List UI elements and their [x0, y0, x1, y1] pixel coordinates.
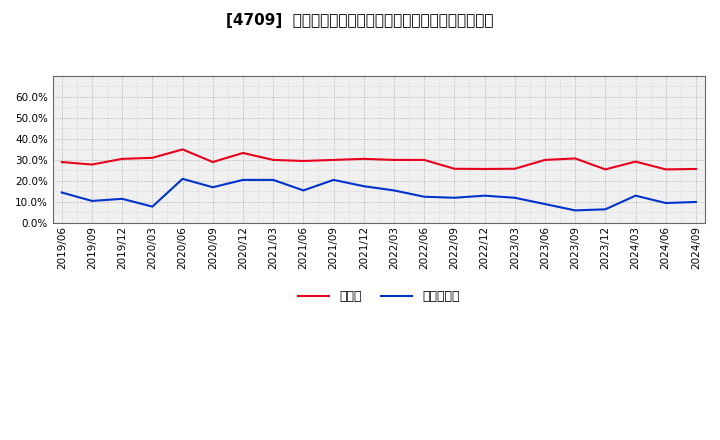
有利子負債 [662, 200, 670, 205]
有利子負債 [571, 208, 580, 213]
有利子負債 [510, 195, 519, 200]
現頂金 [88, 162, 96, 167]
Legend: 現頂金, 有利子負債: 現頂金, 有利子負債 [293, 285, 464, 308]
有利子負債 [269, 177, 277, 183]
現頂金 [601, 167, 610, 172]
有利子負債 [209, 185, 217, 190]
現頂金 [571, 156, 580, 161]
現頂金 [662, 167, 670, 172]
現頂金 [359, 156, 368, 161]
現頂金 [541, 157, 549, 162]
現頂金 [209, 159, 217, 165]
有利子負債 [148, 204, 157, 209]
有利子負債 [58, 190, 66, 195]
現頂金 [692, 166, 701, 172]
現頂金 [329, 157, 338, 162]
有利子負債 [299, 188, 307, 193]
現頂金 [420, 157, 428, 162]
現頂金 [269, 157, 277, 162]
現頂金 [450, 166, 459, 172]
現頂金 [631, 159, 640, 164]
有利子負債 [118, 196, 127, 202]
現頂金 [179, 147, 187, 152]
Text: [4709]  現頂金、有利子負債の総資産に対する比率の推移: [4709] 現頂金、有利子負債の総資産に対する比率の推移 [226, 13, 494, 28]
現頂金 [390, 157, 398, 162]
現頂金 [58, 159, 66, 165]
有利子負債 [390, 188, 398, 193]
有利子負債 [450, 195, 459, 200]
現頂金 [480, 166, 489, 172]
現頂金 [118, 156, 127, 161]
有利子負債 [601, 207, 610, 212]
有利子負債 [692, 199, 701, 205]
現頂金 [510, 166, 519, 172]
有利子負債 [329, 177, 338, 183]
Line: 現頂金: 現頂金 [62, 150, 696, 169]
現頂金 [299, 158, 307, 164]
有利子負債 [238, 177, 247, 183]
有利子負債 [88, 198, 96, 204]
有利子負債 [631, 193, 640, 198]
Line: 有利子負債: 有利子負債 [62, 179, 696, 210]
有利子負債 [480, 193, 489, 198]
有利子負債 [179, 176, 187, 181]
現頂金 [148, 155, 157, 161]
現頂金 [238, 150, 247, 156]
有利子負債 [420, 194, 428, 199]
有利子負債 [359, 183, 368, 189]
有利子負債 [541, 202, 549, 207]
